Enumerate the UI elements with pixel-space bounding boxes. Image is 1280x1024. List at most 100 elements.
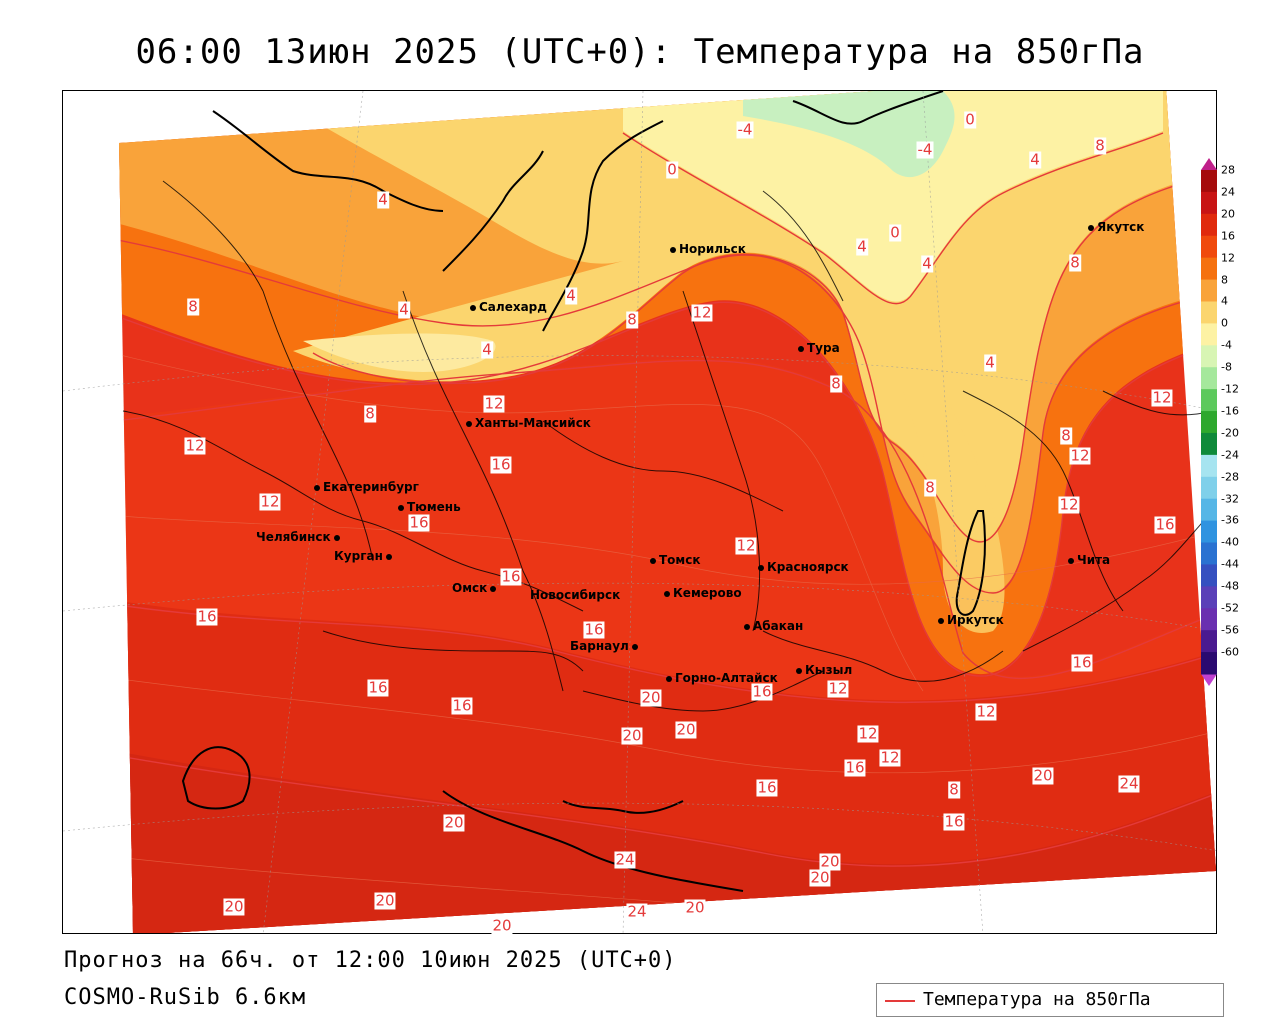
contour-label: 8 <box>1060 426 1072 445</box>
city-ekaterinburg: Екатеринбург <box>314 480 419 494</box>
legend: Температура на 850гПа <box>876 983 1224 1017</box>
city-salekhard: Салехард <box>470 300 547 314</box>
contour-label: 16 <box>751 682 773 701</box>
colorbar-cell <box>1201 235 1217 259</box>
contour-label: 12 <box>879 748 901 767</box>
contour-label: 20 <box>640 688 662 707</box>
colorbar-cell <box>1201 498 1217 522</box>
colorbar-cell <box>1201 301 1217 324</box>
contour-label: 4 <box>565 286 577 305</box>
city-tyumen: Тюмень <box>398 500 461 514</box>
contour-label: -4 <box>916 140 934 159</box>
contour-label: 4 <box>1029 150 1041 169</box>
contour-label: 4 <box>984 353 996 372</box>
colorbar-cell <box>1201 257 1217 281</box>
city-barnaul: Барнаул <box>570 639 641 653</box>
colorbar-tick-label: 12 <box>1221 251 1235 265</box>
contour-label: 12 <box>857 724 879 743</box>
contour-label: 12 <box>259 492 281 511</box>
colorbar-cell <box>1201 213 1217 237</box>
colorbar-bottom-arrow <box>1201 674 1217 686</box>
colorbar-cell <box>1201 630 1217 653</box>
contour-label: 20 <box>491 916 513 935</box>
contour-label: 24 <box>626 902 648 921</box>
city-chelyabinsk: Челябинск <box>256 530 343 544</box>
contour-label: 16 <box>844 758 866 777</box>
coastline <box>181 91 986 892</box>
colorbar-tick-label: 24 <box>1221 185 1235 199</box>
colorbar-cell <box>1201 389 1217 412</box>
contour-label: 12 <box>1151 388 1173 407</box>
colorbar-tick-label: 20 <box>1221 207 1235 221</box>
contour-label: 8 <box>924 478 936 497</box>
city-gorno-altaysk: Горно-Алтайск <box>666 671 778 685</box>
contour-label: 16 <box>583 620 605 639</box>
city-norilsk: Норильск <box>670 242 746 256</box>
colorbar-cell <box>1201 432 1217 456</box>
contour-label: 20 <box>809 868 831 887</box>
contour-label: 20 <box>684 898 706 917</box>
legend-line <box>885 1000 915 1002</box>
contour-label: 20 <box>819 852 841 871</box>
contour-label: 16 <box>408 513 430 532</box>
contour-label: 16 <box>451 696 473 715</box>
contour-label: 24 <box>1118 774 1140 793</box>
city-tomsk: Томск <box>650 553 701 567</box>
contour-label: 8 <box>1094 136 1106 155</box>
temperature-field <box>119 91 1216 933</box>
contour-label: 8 <box>1069 253 1081 272</box>
colorbar-tick-label: -32 <box>1221 492 1239 505</box>
colorbar-cell <box>1201 454 1217 478</box>
colorbar-cell <box>1201 345 1217 368</box>
colorbar-tick-label: -56 <box>1221 623 1239 637</box>
colorbar-tick-label: -48 <box>1221 579 1239 593</box>
city-khanty-mansiysk: Ханты-Мансийск <box>466 416 591 430</box>
colorbar-cell <box>1201 652 1217 675</box>
contour-label: 4 <box>377 190 389 209</box>
colorbar-cell <box>1201 564 1217 587</box>
colorbar-tick-label: 0 <box>1221 316 1228 330</box>
contour-label: 8 <box>187 297 199 316</box>
contour-label: 0 <box>964 110 976 129</box>
contour-label: 20 <box>443 813 465 832</box>
temperature-map[interactable] <box>62 90 1217 934</box>
forecast-info: Прогноз на 66ч. от 12:00 10июн 2025 (UTC… <box>64 948 677 973</box>
colorbar-cell <box>1201 170 1217 193</box>
contour-label: 0 <box>666 160 678 179</box>
colorbar-tick-label: -4 <box>1221 338 1232 352</box>
contour-label: 16 <box>943 812 965 831</box>
contour-label: 8 <box>364 404 376 423</box>
contour-label: 8 <box>948 780 960 799</box>
colorbar-cell <box>1201 323 1217 346</box>
colorbar-tick-label: -20 <box>1221 426 1239 440</box>
contour-label: 0 <box>889 223 901 242</box>
contour-label: 16 <box>1154 515 1176 534</box>
contour-label: 4 <box>856 237 868 256</box>
colorbar-tick-label: 4 <box>1221 294 1228 308</box>
colorbar-cell <box>1201 608 1217 631</box>
colorbar-tick-label: -36 <box>1221 513 1239 527</box>
colorbar-tick-label: 16 <box>1221 229 1235 243</box>
colorbar-tick-label: -12 <box>1221 382 1239 396</box>
city-tura: Тура <box>798 341 840 355</box>
colorbar-tick-label: -28 <box>1221 470 1239 484</box>
contour-label: 12 <box>1069 446 1091 465</box>
colorbar-tick-label: -52 <box>1221 601 1239 615</box>
contour-label: 12 <box>184 436 206 455</box>
city-chita: Чита <box>1068 553 1110 567</box>
contour-label: 16 <box>1071 653 1093 672</box>
colorbar-cell <box>1201 411 1217 434</box>
colorbar <box>1201 158 1217 686</box>
contour-label: 16 <box>500 567 522 586</box>
contour-label: 8 <box>830 374 842 393</box>
colorbar-cell <box>1201 367 1217 390</box>
contour-label: -4 <box>736 120 754 139</box>
colorbar-cell <box>1201 586 1217 609</box>
contour-label: 12 <box>827 679 849 698</box>
colorbar-cell <box>1201 476 1217 500</box>
city-krasnoyarsk: Красноярск <box>758 560 849 574</box>
contour-label: 12 <box>975 702 997 721</box>
contour-label: 20 <box>675 720 697 739</box>
contour-label: 4 <box>921 254 933 273</box>
contour-label: 24 <box>614 850 636 869</box>
